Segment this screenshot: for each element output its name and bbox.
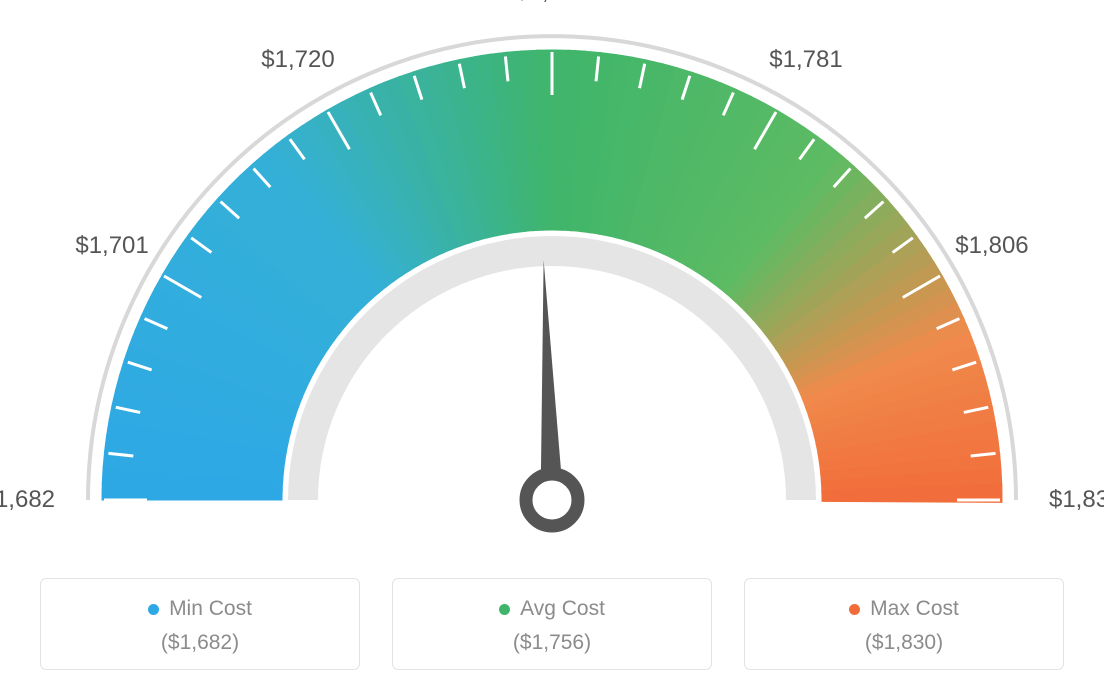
gauge-tick-label: $1,830: [1049, 486, 1104, 514]
gauge-tick-label: $1,781: [769, 46, 842, 74]
legend-dot-avg: [499, 604, 510, 615]
legend-card-min: Min Cost ($1,682): [40, 578, 360, 670]
legend-row: Min Cost ($1,682) Avg Cost ($1,756) Max …: [40, 578, 1064, 670]
gauge-tick-label: $1,720: [261, 46, 334, 74]
gauge-tick-label: $1,806: [955, 232, 1028, 260]
legend-dot-min: [148, 604, 159, 615]
gauge-tick-label: $1,682: [0, 486, 55, 514]
gauge-needle: [541, 260, 561, 470]
gauge-needle-hub: [526, 474, 578, 526]
gauge-tick-label: $1,756: [515, 0, 588, 6]
gauge-tick-label: $1,701: [75, 232, 148, 260]
legend-card-max: Max Cost ($1,830): [744, 578, 1064, 670]
legend-card-avg: Avg Cost ($1,756): [392, 578, 712, 670]
legend-title-min: Min Cost: [169, 597, 252, 621]
legend-title-avg: Avg Cost: [520, 597, 605, 621]
gauge-chart: $1,682 $1,701 $1,720 $1,756 $1,781 $1,806 $1,8…: [0, 0, 1104, 560]
legend-dot-max: [849, 604, 860, 615]
legend-value-min: ($1,682): [51, 631, 349, 655]
gauge-svg: [0, 0, 1104, 560]
legend-value-avg: ($1,756): [403, 631, 701, 655]
legend-title-max: Max Cost: [870, 597, 959, 621]
legend-value-max: ($1,830): [755, 631, 1053, 655]
